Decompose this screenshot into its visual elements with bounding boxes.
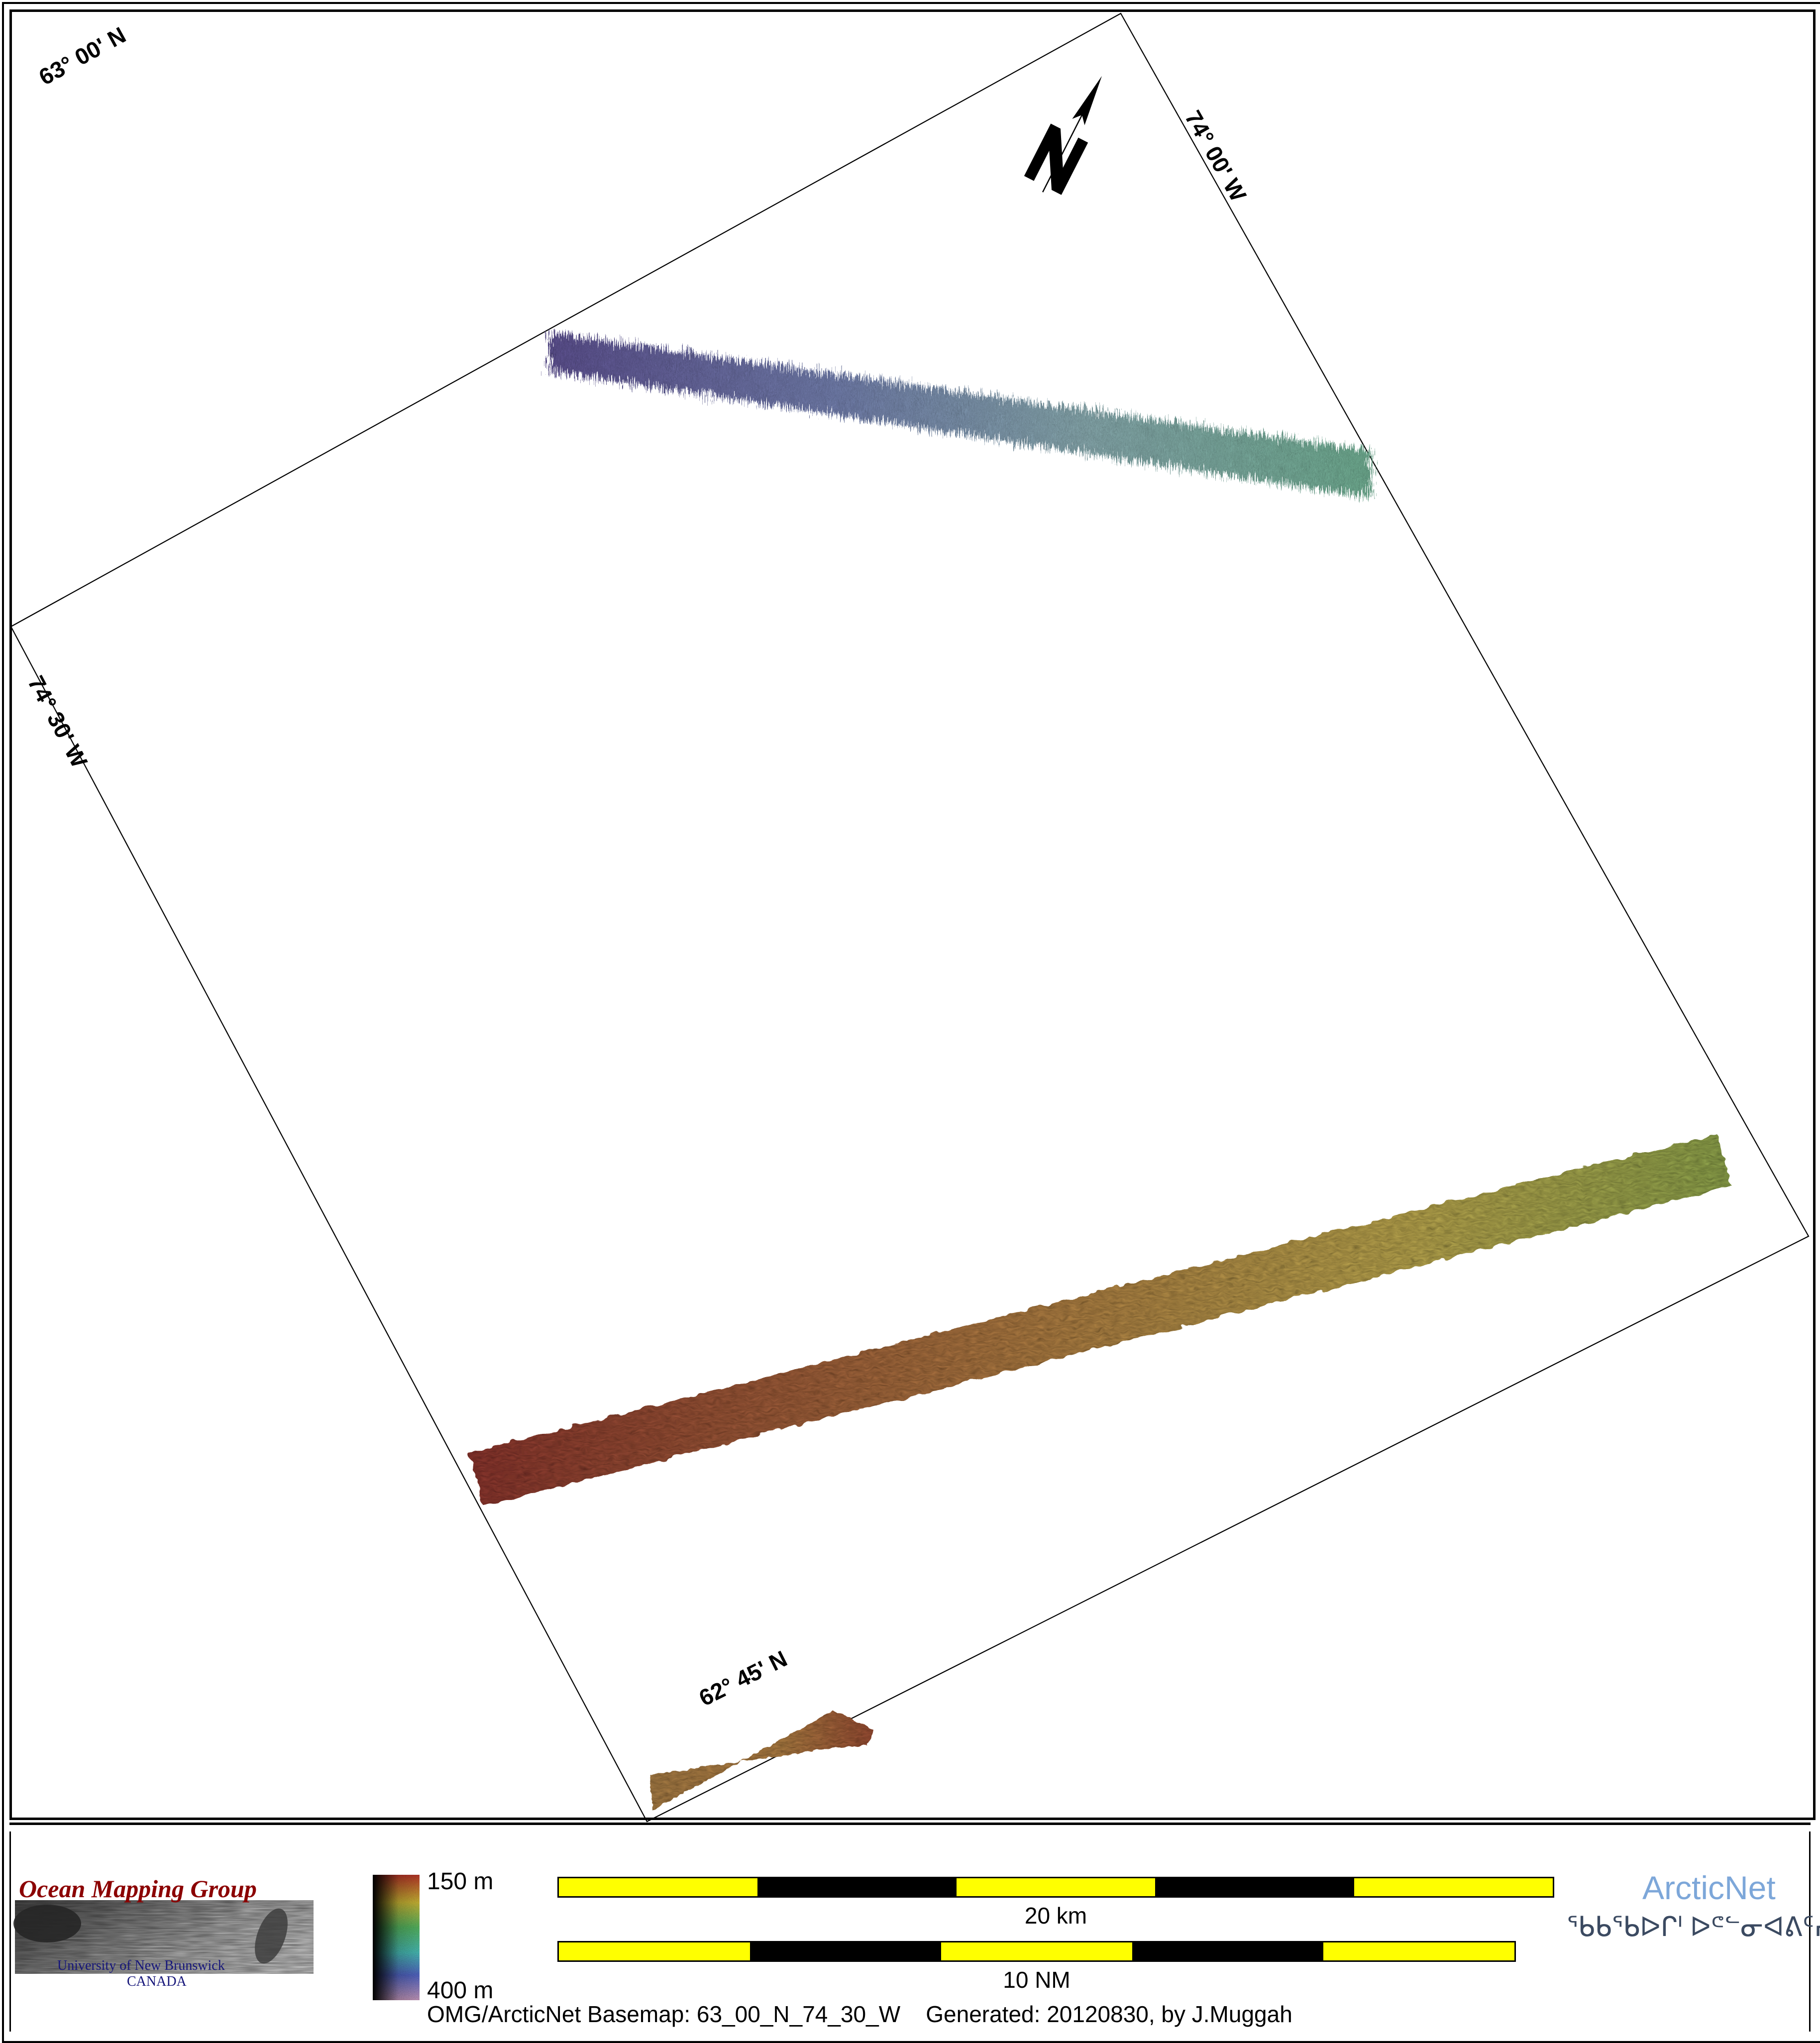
svg-text:Ocean Mapping Group: Ocean Mapping Group [19,1875,257,1903]
svg-text:University of New Brunswick: University of New Brunswick [57,1958,225,1973]
svg-text:CANADA: CANADA [127,1974,187,1989]
